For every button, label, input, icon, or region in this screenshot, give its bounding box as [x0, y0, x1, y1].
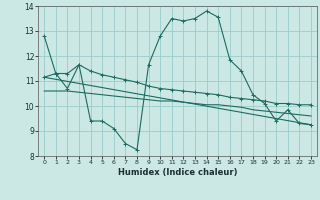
X-axis label: Humidex (Indice chaleur): Humidex (Indice chaleur)	[118, 168, 237, 177]
